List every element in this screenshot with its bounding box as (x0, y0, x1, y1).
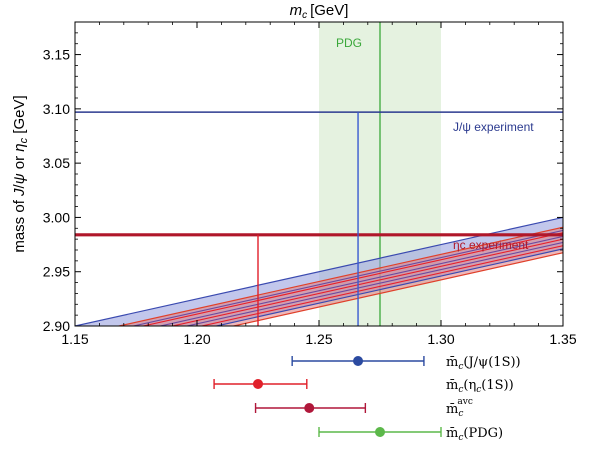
plot-area (75, 22, 563, 326)
etac-band-edge-upper (230, 252, 563, 326)
title-m: m (290, 2, 303, 19)
y-tick-label-5: 3.15 (43, 47, 70, 63)
estimate-label-part: (PDG) (463, 426, 503, 441)
estimate-label-part: (η (463, 378, 476, 393)
estimate-label-part: (J/ψ(1S)) (463, 355, 520, 370)
etac-inner-line-0 (140, 232, 563, 326)
estimate-label-part: c (458, 362, 463, 372)
estimate-row-3: m̄c(PDG) (318, 426, 503, 443)
title-rest: [GeV] (310, 2, 348, 19)
ylabel-f: η (11, 143, 28, 151)
estimate-label-part: c (458, 433, 463, 443)
etac-experiment-label: ηc experiment (453, 238, 529, 252)
estimate-point (353, 356, 364, 366)
etac-inner-line-2 (199, 245, 563, 326)
ylabel-g: c (18, 137, 30, 143)
ylabel-h: [GeV] (11, 95, 28, 138)
ylabel-d: ψ (11, 173, 28, 184)
estimate-row-1: m̄c(ηc(1S)) (213, 378, 514, 395)
jpsi-inner-line-2 (184, 241, 563, 326)
estimate-label-part: c (458, 409, 463, 419)
y-tick-label-0: 2.90 (43, 318, 70, 334)
x-tick-label-2: 1.25 (305, 331, 332, 347)
estimate-label-part: c (458, 385, 463, 395)
x-tick-label-4: 1.35 (549, 331, 576, 347)
x-tick-label-0: 1.15 (61, 331, 88, 347)
estimate-label-part: m̄ (446, 355, 458, 370)
x-tick-label-3: 1.30 (427, 331, 454, 347)
estimate-point (253, 379, 263, 389)
x-tick-label-1: 1.20 (183, 331, 210, 347)
estimate-row-0: m̄c(J/ψ(1S)) (291, 355, 521, 372)
pdg-label: PDG (336, 36, 362, 50)
jpsi-band-edge-upper (213, 248, 563, 326)
estimate-label-part: m̄ (446, 402, 458, 417)
jpsi-inner-line-1 (157, 235, 563, 326)
estimate-label: m̄c(J/ψ(1S)) (446, 355, 521, 372)
estimate-label: m̄c avc (446, 397, 473, 419)
etac-inner-line-1 (170, 238, 563, 326)
jpsi-experiment-label: J/ψ experiment (453, 120, 534, 134)
etac-band-edge-lower (116, 226, 563, 326)
estimate-label-part: avc (457, 397, 473, 407)
ylabel-a: mass of (11, 196, 28, 253)
estimate-label-part: c (476, 385, 481, 395)
ylabel-c: / (11, 183, 28, 188)
estimate-point (304, 403, 315, 413)
estimate-row-2: m̄c avc (254, 397, 473, 419)
annotations: PDG J/ψ experiment ηc experiment (336, 36, 534, 252)
ylabel-e: or (11, 152, 28, 174)
estimate-point (375, 427, 385, 437)
estimate-label-part: m̄ (446, 378, 458, 393)
estimate-label: m̄c(ηc(1S)) (446, 378, 514, 395)
estimate-label-part: (1S)) (481, 378, 513, 393)
y-tick-label-4: 3.10 (43, 101, 70, 117)
y-tick-label-2: 3.00 (43, 209, 70, 225)
y-tick-label-3: 3.05 (43, 155, 70, 171)
ylabel-b: J (11, 188, 28, 197)
estimate-label: m̄c(PDG) (446, 426, 503, 443)
y-axis-title: mass of J/ψ or ηc [GeV] (11, 95, 30, 252)
chart-title: mc [GeV] (290, 2, 349, 21)
estimate-label-part: m̄ (446, 426, 458, 441)
axis-ticks: 1.15 1.20 1.25 1.30 1.35 2.90 2.95 3.00 3.05 3.10… (43, 21, 577, 347)
jpsi-band-edge-lower (75, 216, 563, 326)
jpsi-inner-line-0 (131, 229, 563, 326)
title-sub: c (302, 10, 307, 21)
y-tick-label-1: 2.95 (43, 264, 70, 280)
